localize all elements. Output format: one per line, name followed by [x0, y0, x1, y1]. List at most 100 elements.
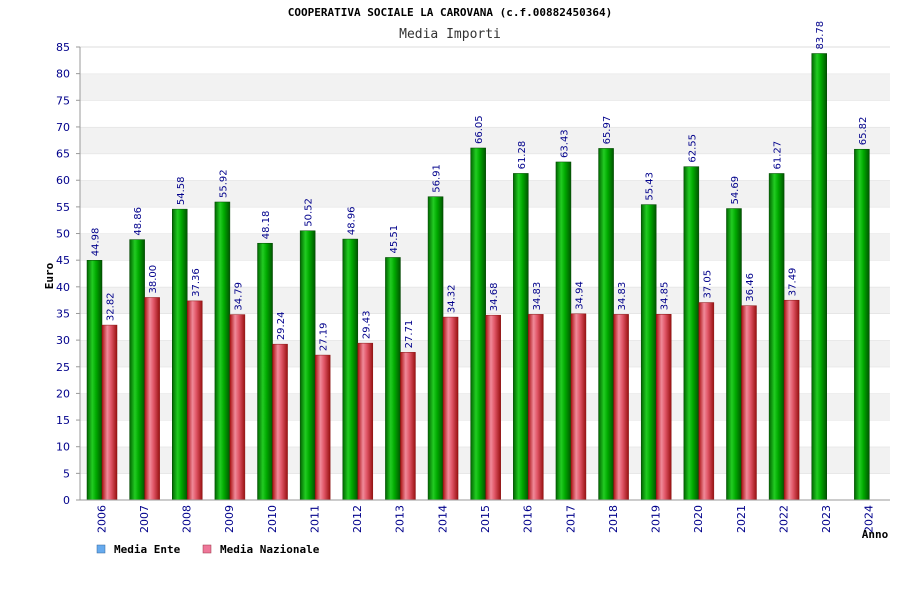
y-tick-label: 65	[56, 148, 70, 161]
bar-media-nazionale	[187, 300, 203, 501]
value-label-media-nazionale: 29.43	[361, 311, 372, 340]
y-tick-label: 60	[56, 174, 70, 187]
y-tick-label: 10	[56, 441, 70, 454]
x-axis-label: Anno	[862, 528, 889, 541]
value-label-media-ente: 55.43	[645, 172, 656, 201]
value-label-media-nazionale: 37.36	[191, 268, 202, 297]
bar-media-ente	[86, 260, 103, 501]
y-tick-label: 0	[63, 494, 70, 507]
value-label-media-ente: 48.96	[346, 206, 357, 235]
x-tick-label: 2020	[692, 505, 705, 533]
bar-media-ente	[598, 148, 614, 501]
x-tick-label: 2011	[308, 505, 321, 533]
value-label-media-ente: 63.43	[559, 129, 570, 158]
bar-media-nazionale	[357, 342, 374, 501]
bar-media-ente	[683, 166, 700, 501]
y-tick-label: 80	[56, 68, 70, 81]
value-label-media-nazionale: 36.46	[745, 273, 756, 302]
value-label-media-nazionale: 32.82	[106, 292, 117, 321]
x-tick-label: 2013	[394, 505, 407, 533]
grid-band	[80, 73, 890, 101]
value-label-media-ente: 62.55	[687, 134, 698, 163]
value-label-media-nazionale: 34.83	[532, 282, 543, 311]
bar-media-nazionale	[229, 314, 246, 501]
value-label-media-ente: 45.51	[389, 225, 400, 254]
chart-title: COOPERATIVA SOCIALE LA CAROVANA (c.f.008…	[288, 6, 613, 19]
value-label-media-ente: 54.69	[730, 176, 741, 205]
y-tick-label: 85	[56, 41, 70, 54]
bar-media-ente	[555, 161, 572, 501]
value-label-media-ente: 54.58	[176, 176, 187, 205]
y-tick-label: 50	[56, 228, 70, 241]
bars	[86, 53, 870, 501]
value-label-media-ente: 61.27	[773, 141, 784, 170]
value-label-media-nazionale: 34.85	[660, 282, 671, 311]
bar-media-ente	[726, 208, 742, 501]
x-tick-label: 2018	[607, 505, 620, 533]
x-tick-label: 2007	[138, 505, 151, 533]
bar-media-nazionale	[570, 313, 587, 501]
value-label-media-ente: 83.78	[815, 21, 826, 50]
value-label-media-ente: 48.18	[261, 211, 272, 240]
bar-media-ente	[427, 196, 444, 501]
value-label-media-nazionale: 34.94	[574, 281, 585, 310]
x-tick-label: 2024	[863, 505, 876, 533]
value-label-media-nazionale: 38.00	[148, 265, 159, 294]
value-label-media-ente: 65.82	[858, 117, 869, 146]
value-label-media-ente: 65.97	[602, 116, 613, 145]
value-label-media-nazionale: 29.24	[276, 312, 287, 341]
grid-band	[80, 100, 890, 127]
value-label-media-nazionale: 34.79	[233, 282, 244, 311]
value-label-media-ente: 50.52	[304, 198, 315, 227]
bar-media-nazionale	[272, 343, 288, 501]
value-label-media-nazionale: 34.32	[447, 284, 458, 313]
x-tick-label: 2021	[735, 505, 748, 533]
bar-media-ente	[299, 230, 316, 501]
x-tick-label: 2016	[522, 505, 535, 533]
legend-label-nazionale: Media Nazionale	[220, 543, 320, 556]
bar-media-nazionale	[314, 354, 331, 501]
bar-media-ente	[172, 208, 188, 501]
bar-media-nazionale	[101, 324, 118, 501]
value-label-media-ente: 48.86	[133, 207, 144, 236]
value-label-media-nazionale: 27.71	[404, 320, 415, 349]
legend: Media Ente Media Nazionale	[96, 543, 320, 556]
legend-swatch-ente	[96, 544, 106, 554]
bar-media-ente	[470, 147, 486, 501]
bar-media-ente	[768, 173, 785, 501]
bar-media-nazionale	[613, 314, 629, 501]
bar-media-nazionale	[485, 314, 501, 501]
x-tick-label: 2017	[564, 505, 577, 533]
y-tick-label: 40	[56, 281, 70, 294]
bar-media-nazionale	[783, 299, 800, 501]
x-axis-ticks: 2006 2007 2008 2009 2010 2011 2012 2013 2014 2015…	[95, 505, 875, 533]
value-label-media-nazionale: 34.83	[617, 282, 628, 311]
x-tick-label: 2008	[181, 505, 194, 533]
x-tick-label: 2012	[351, 505, 364, 533]
value-label-media-nazionale: 34.68	[489, 283, 500, 312]
legend-swatch-nazionale	[202, 544, 212, 554]
bar-media-nazionale	[144, 297, 160, 501]
y-tick-label: 55	[56, 201, 70, 214]
y-tick-label: 25	[56, 361, 70, 374]
y-axis-label: Euro	[43, 262, 56, 289]
y-tick-label: 70	[56, 121, 70, 134]
bar-media-ente	[513, 173, 529, 501]
y-axis-ticks: 0 5 10 15 20 25 30 35 40 45 50 55 60 65 70 75 80 85	[56, 41, 80, 507]
y-tick-label: 35	[56, 307, 70, 320]
bar-media-nazionale	[528, 314, 544, 501]
bar-media-ente	[214, 201, 231, 501]
value-label-media-ente: 55.92	[218, 169, 229, 198]
chart-subtitle: Media Importi	[399, 27, 501, 42]
grid-band	[80, 47, 890, 74]
x-tick-label: 2019	[650, 505, 663, 533]
x-tick-label: 2010	[266, 505, 279, 533]
bar-media-nazionale	[741, 305, 757, 501]
x-tick-label: 2006	[95, 505, 108, 533]
y-tick-label: 75	[56, 94, 70, 107]
value-label-media-nazionale: 37.49	[788, 268, 799, 297]
y-tick-label: 20	[56, 387, 70, 400]
bar-media-nazionale	[442, 316, 459, 501]
bar-media-ente	[640, 204, 657, 501]
legend-label-ente: Media Ente	[114, 543, 181, 556]
